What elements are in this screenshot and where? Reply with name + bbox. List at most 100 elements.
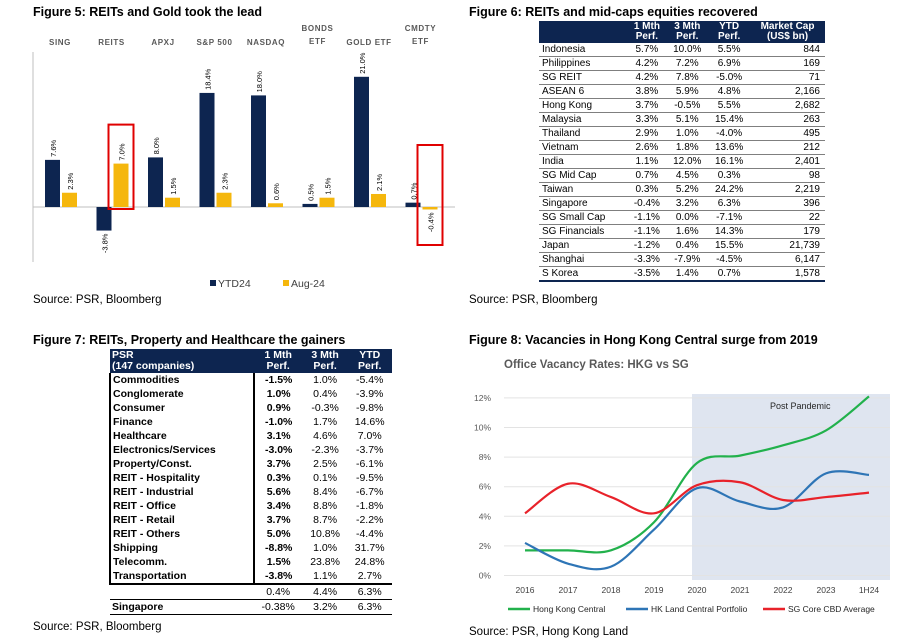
fig7-row-label: Electronics/Services: [109, 443, 255, 457]
fig5-data-label: 7.6%: [49, 139, 58, 156]
fig6-cell: 71: [750, 70, 825, 85]
fig7-cell: 3.7%: [266, 514, 291, 526]
fig7-header-psr: PSR (147 companies): [110, 349, 254, 373]
fig6-row-label: SG Mid Cap: [539, 168, 628, 183]
table-row: Commodities -1.5% 1.0% -5.4%: [109, 373, 392, 387]
fig6-cell: 1,578: [750, 266, 825, 282]
fig8-line-hong-kong-central: [525, 395, 870, 554]
table-row: Shipping -8.8% 1.0% 31.7%: [109, 541, 392, 555]
fig6-row-label: S Korea: [539, 266, 628, 282]
fig5-bar-aug-24-sing: [62, 192, 77, 207]
fig6-cell: 6,147: [750, 252, 825, 267]
fig7-cell: 6.3%: [357, 586, 382, 598]
fig8-annotation: Post Pandemic: [770, 401, 831, 411]
fig5-bar-ytd24-gold-etf: [354, 76, 369, 207]
fig5-data-label: 21.0%: [358, 52, 367, 74]
fig7-cell: -4.4%: [355, 528, 384, 540]
fig8-chart-title: Office Vacancy Rates: HKG vs SG: [504, 359, 689, 371]
fig7-cell: 3.7%: [266, 458, 291, 470]
fig8-source: Source: PSR, Hong Kong Land: [469, 626, 629, 638]
fig6-header-1-mth: 1 Mth Perf.: [627, 21, 667, 43]
fig6-cell: 7.8%: [666, 70, 709, 85]
fig7-total-row: 0.4% 4.4% 6.3%: [110, 584, 392, 600]
fig5-source: Source: PSR, Bloomberg: [33, 294, 162, 306]
fig5-bar-aug-24-reits: [113, 163, 129, 207]
fig7-cell: -9.5%: [355, 472, 384, 484]
fig8-x-tick: 2017: [559, 585, 578, 595]
fig7-header-3-mth: 3 Mth Perf.: [302, 349, 348, 373]
fig7-cell: 7.0%: [357, 430, 382, 442]
fig6-cell: 179: [750, 224, 825, 239]
fig5-highlight-box: [107, 123, 135, 210]
fig7-cell: -8.8%: [264, 542, 293, 554]
fig5-category-label: SING: [49, 38, 71, 47]
fig8-title: Figure 8: Vacancies in Hong Kong Central…: [469, 333, 818, 347]
table-row: REIT - Industrial 5.6% 8.4% -6.7%: [109, 485, 392, 499]
table-row: Finance -1.0% 1.7% 14.6%: [109, 415, 392, 429]
fig7-cell: 0.9%: [266, 402, 291, 414]
fig7-row-label: Finance: [109, 415, 255, 429]
fig5-category-label: ETF: [309, 37, 326, 46]
fig8-legend: Hong Kong Central HK Land Central Portfol…: [508, 604, 875, 614]
fig6-cell: -1.2%: [627, 238, 667, 253]
fig5-bar-aug-24-s-p-500: [216, 192, 232, 207]
fig7-cell: -3.0%: [264, 444, 293, 456]
fig6-cell: 1.6%: [666, 224, 709, 239]
fig8-y-tick: 4%: [479, 511, 492, 521]
table-row: Property/Const. 3.7% 2.5% -6.1%: [109, 457, 392, 471]
fig8-legend-hong-kong-central: Hong Kong Central: [533, 604, 605, 614]
fig7-row-label: [110, 584, 254, 600]
fig6-cell: 1.4%: [666, 266, 709, 282]
fig5-data-label: 18.0%: [255, 71, 264, 93]
fig8-x-tick: 2022: [774, 585, 793, 595]
fig6-title: Figure 6: REITs and mid-caps equities re…: [469, 5, 758, 19]
fig5-bar-aug-24-bonds-etf: [319, 197, 335, 207]
fig7-cell: -6.7%: [355, 486, 384, 498]
fig8-y-tick: 0%: [479, 571, 492, 581]
table-row: Thailand 2.9% 1.0% -4.0% 495: [539, 126, 825, 141]
fig6-cell: -4.5%: [708, 252, 751, 267]
fig5-data-label: 0.6%: [272, 183, 281, 200]
fig7-cell: 24.8%: [354, 556, 385, 568]
fig6-cell: 3.2%: [666, 196, 709, 211]
fig7-row-label: Consumer: [109, 401, 255, 415]
fig7-cell: 0.4%: [313, 388, 338, 400]
fig7-cell: 8.4%: [313, 486, 338, 498]
fig7-cell: -3.9%: [355, 388, 384, 400]
fig7-cell: 4.4%: [313, 586, 338, 598]
fig6-cell: -4.0%: [708, 126, 751, 141]
fig7-cell: -5.4%: [355, 374, 384, 386]
fig8-legend-hk-land-central-portfolio: HK Land Central Portfolio: [651, 604, 748, 614]
fig7-cell: 6.3%: [347, 599, 392, 615]
fig8-x-tick: 1H24: [859, 585, 880, 595]
fig7-cell: -2.3%: [311, 444, 339, 456]
fig7-title: Figure 7: REITs, Property and Healthcare…: [33, 333, 346, 347]
fig6-header-market-cap: Market Cap (US$ bn): [750, 21, 825, 43]
fig6-source: Source: PSR, Bloomberg: [469, 294, 598, 306]
fig6-row-label: Indonesia: [539, 43, 628, 57]
fig8-line-chart: Office Vacancy Rates: HKG vs SG Post Pan…: [474, 359, 890, 614]
fig7-row-label: REIT - Office: [109, 499, 255, 513]
table-row: REIT - Office 3.4% 8.8% -1.8%: [109, 499, 392, 513]
fig6-cell: 169: [750, 56, 825, 71]
fig6-cell: 5.5%: [708, 98, 751, 113]
fig7-row-label: REIT - Hospitality: [109, 471, 255, 485]
fig5-legend-swatch-aug: [283, 280, 289, 286]
fig6-cell: -1.1%: [627, 210, 667, 225]
fig5-data-label: 18.4%: [204, 68, 213, 90]
fig6-row-label: SG REIT: [539, 70, 628, 85]
fig7-row-label: Commodities: [109, 373, 255, 387]
table-row: REIT - Hospitality 0.3% 0.1% -9.5%: [109, 471, 392, 485]
fig7-cell: 1.7%: [313, 416, 338, 428]
fig7-row-label: Transportation: [109, 569, 255, 585]
table-row: Transportation -3.8% 1.1% 2.7%: [109, 569, 392, 585]
fig7-cell: 4.6%: [313, 430, 338, 442]
fig5-bar-ytd24-cmdty-etf: [405, 202, 421, 207]
fig5-data-label: 2.3%: [66, 172, 75, 189]
fig6-cell: 12.0%: [666, 154, 709, 169]
fig7-cell: -6.1%: [355, 458, 384, 470]
fig6-cell: 13.6%: [708, 140, 751, 155]
fig7-cell: 5.0%: [266, 528, 291, 540]
fig6-row-label: SG Financials: [539, 224, 628, 239]
fig7-source: Source: PSR, Bloomberg: [33, 621, 162, 633]
